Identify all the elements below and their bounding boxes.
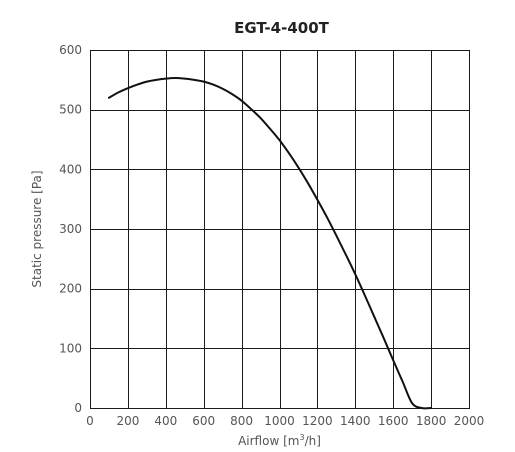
grid: [90, 50, 470, 409]
series-line: [107, 77, 433, 410]
y-tick-label: 400: [59, 162, 82, 176]
y-tick-label: 500: [59, 103, 82, 117]
plot-frame: [90, 50, 470, 409]
x-tick-label: 0: [86, 414, 94, 428]
x-tick-label: 600: [192, 414, 215, 428]
x-tick-label: 1000: [264, 414, 295, 428]
x-tick-label: 1200: [302, 414, 333, 428]
chart-title: EGT-4-400T: [234, 19, 330, 37]
x-axis-label-main: Airflow [m: [238, 434, 299, 448]
x-axis-label-superscript: 3: [299, 433, 304, 442]
y-tick-label: 200: [59, 282, 82, 296]
y-tick-label: 300: [59, 222, 82, 236]
y-tick-label: 100: [59, 341, 82, 355]
x-axis-label: Airflow [m3/h]: [238, 433, 321, 448]
series-layer: [107, 77, 433, 410]
tick-labels: 0 200 400 600 800 1000 1200 1400 1600 1800 2000 0 10…: [59, 43, 484, 428]
y-axis-label: Static pressure [Pa]: [30, 170, 44, 287]
x-tick-label: 1400: [340, 414, 371, 428]
x-tick-label: 400: [154, 414, 177, 428]
x-tick-label: 1600: [378, 414, 409, 428]
y-tick-label: 0: [74, 401, 82, 415]
x-tick-label: 800: [230, 414, 253, 428]
x-axis-label-tail: /h]: [305, 434, 321, 448]
x-tick-label: 1800: [416, 414, 447, 428]
x-tick-label: 200: [116, 414, 139, 428]
y-tick-label: 600: [59, 43, 82, 57]
x-tick-label: 2000: [454, 414, 485, 428]
